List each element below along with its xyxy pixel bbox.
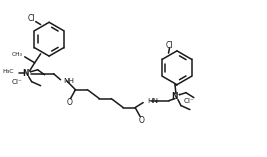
Text: HN: HN — [147, 98, 158, 104]
Text: H₃C: H₃C — [2, 69, 14, 74]
Text: O: O — [138, 116, 144, 125]
Text: Cl: Cl — [28, 14, 36, 23]
Text: Cl⁻: Cl⁻ — [183, 98, 194, 104]
Text: NH: NH — [64, 78, 74, 84]
Text: N⁺: N⁺ — [22, 69, 33, 78]
Text: Cl⁻: Cl⁻ — [11, 79, 22, 85]
Text: O: O — [66, 98, 72, 107]
Text: CH₃: CH₃ — [12, 52, 23, 57]
Text: Cl: Cl — [166, 41, 173, 50]
Text: N⁺: N⁺ — [172, 92, 182, 101]
